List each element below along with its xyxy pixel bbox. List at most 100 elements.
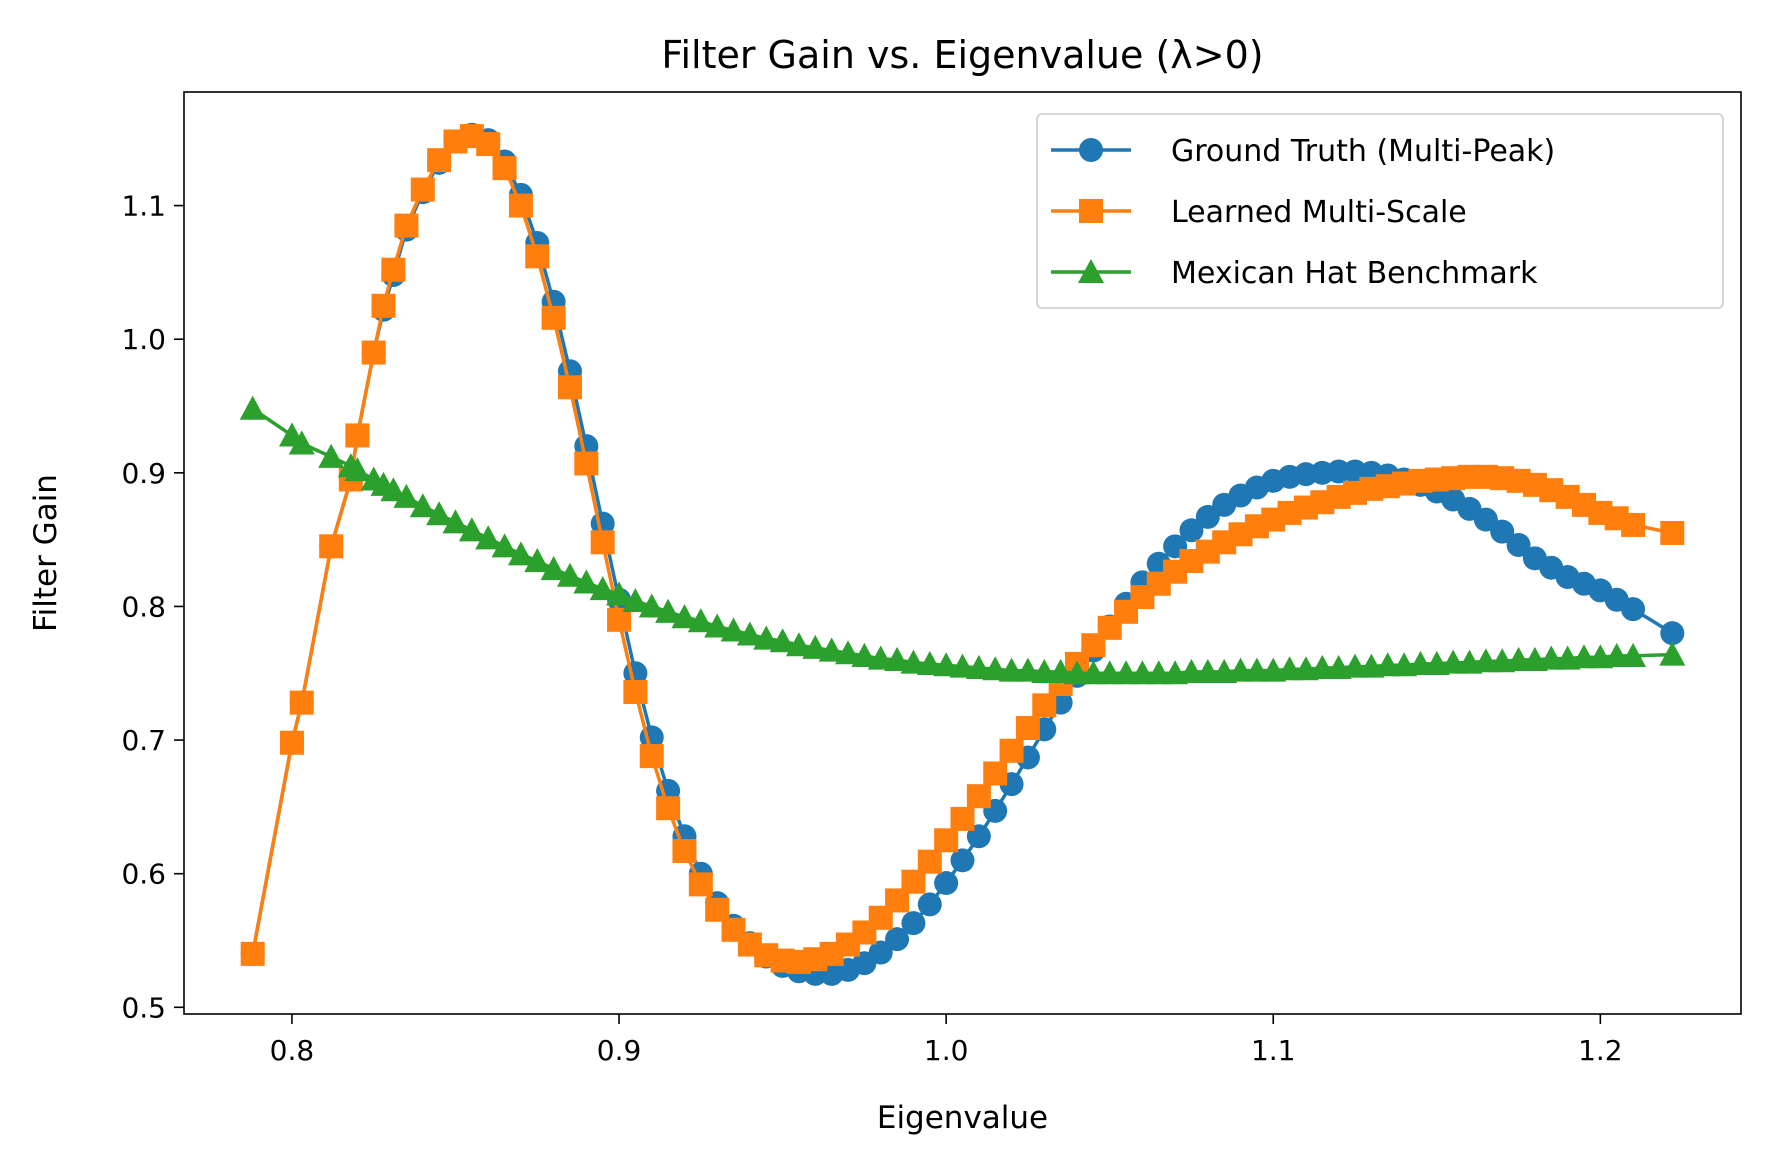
data-point (1660, 621, 1685, 646)
data-point (917, 892, 942, 917)
data-point (1047, 658, 1074, 683)
data-point (239, 395, 266, 420)
data-point (638, 593, 665, 618)
data-point (769, 628, 796, 653)
data-point (720, 617, 747, 642)
data-point (525, 244, 550, 269)
data-point (1178, 658, 1205, 683)
data-point (933, 652, 960, 677)
data-point (589, 576, 616, 601)
data-point (999, 738, 1024, 763)
data-point (240, 941, 265, 966)
x-tick-label: 1.1 (1251, 1034, 1296, 1067)
data-point (1538, 645, 1565, 670)
data-point (541, 305, 566, 330)
data-point (1129, 660, 1156, 685)
data-point (671, 604, 698, 629)
data-point (1505, 646, 1532, 671)
data-point (998, 657, 1025, 682)
legend-label: Learned Multi-Scale (1171, 195, 1467, 230)
legend-item: Mexican Hat Benchmark (1051, 256, 1538, 291)
x-tick-label: 0.9 (597, 1034, 642, 1067)
data-point (557, 375, 582, 400)
data-point (1621, 512, 1646, 537)
data-point (704, 613, 731, 638)
y-tick-label: 0.5 (121, 991, 166, 1024)
data-point (380, 477, 407, 502)
y-axis-ticks: 0.5 0.6 0.7 0.8 0.9 1.0 1.1 (121, 190, 184, 1024)
legend-marker (1078, 259, 1104, 284)
data-point (1440, 649, 1467, 674)
data-point (917, 849, 942, 874)
data-point (1179, 518, 1204, 543)
data-point (393, 483, 420, 508)
y-tick-label: 1.0 (121, 323, 166, 356)
data-point (934, 828, 959, 853)
data-point (655, 598, 682, 623)
data-point (1015, 716, 1040, 741)
data-point (426, 501, 453, 526)
data-point (573, 569, 600, 594)
data-point (279, 730, 304, 755)
data-point (606, 581, 633, 606)
data-point (934, 871, 959, 896)
data-point (442, 509, 469, 534)
data-point (344, 457, 371, 482)
data-point (639, 744, 664, 769)
data-point (540, 556, 567, 581)
data-point (1620, 642, 1647, 667)
data-point (1659, 641, 1686, 666)
data-point (950, 806, 975, 831)
y-tick-label: 0.7 (121, 724, 166, 757)
data-point (458, 517, 485, 542)
data-point (1374, 652, 1401, 677)
y-axis-label: Filter Gain (28, 474, 64, 632)
data-point (1227, 657, 1254, 682)
data-point (491, 533, 518, 558)
legend: Ground Truth (Multi-Peak) Learned Multi-S… (1036, 113, 1724, 309)
data-point (1063, 660, 1090, 685)
data-point (687, 608, 714, 633)
data-point (590, 530, 615, 555)
data-point (1490, 519, 1515, 544)
data-point (900, 649, 927, 674)
data-point (818, 637, 845, 662)
data-point (1194, 658, 1221, 683)
data-point (983, 761, 1008, 786)
data-point (409, 493, 436, 518)
data-point (785, 632, 812, 657)
data-point (492, 156, 517, 181)
data-point (901, 911, 926, 936)
data-point (1660, 520, 1685, 545)
data-point (950, 848, 975, 873)
data-point (361, 340, 386, 365)
data-point (1032, 693, 1057, 718)
data-point (508, 193, 533, 218)
y-tick-label: 0.9 (121, 457, 166, 490)
data-point (1342, 653, 1369, 678)
legend-marker (1079, 138, 1103, 162)
legend-item: Ground Truth (Multi-Peak) (1051, 134, 1555, 169)
data-point (1014, 657, 1041, 682)
data-point (1080, 660, 1107, 685)
legend-marker (1079, 199, 1103, 223)
plot-frame (183, 91, 1742, 1015)
data-point (381, 257, 406, 282)
data-point (556, 562, 583, 587)
x-tick-label: 1.0 (924, 1034, 969, 1067)
data-point (288, 430, 315, 455)
data-point (1570, 644, 1597, 669)
x-tick-label: 1.2 (1578, 1034, 1623, 1067)
data-point (1031, 658, 1058, 683)
data-point (851, 642, 878, 667)
data-point (623, 679, 648, 704)
data-point (885, 927, 910, 952)
data-point (289, 690, 314, 715)
data-point (475, 525, 502, 550)
data-point (476, 132, 501, 157)
data-point (1113, 660, 1140, 685)
data-point (318, 443, 345, 468)
series-2 (240, 124, 1685, 974)
x-axis-label: Eigenvalue (877, 1100, 1048, 1136)
